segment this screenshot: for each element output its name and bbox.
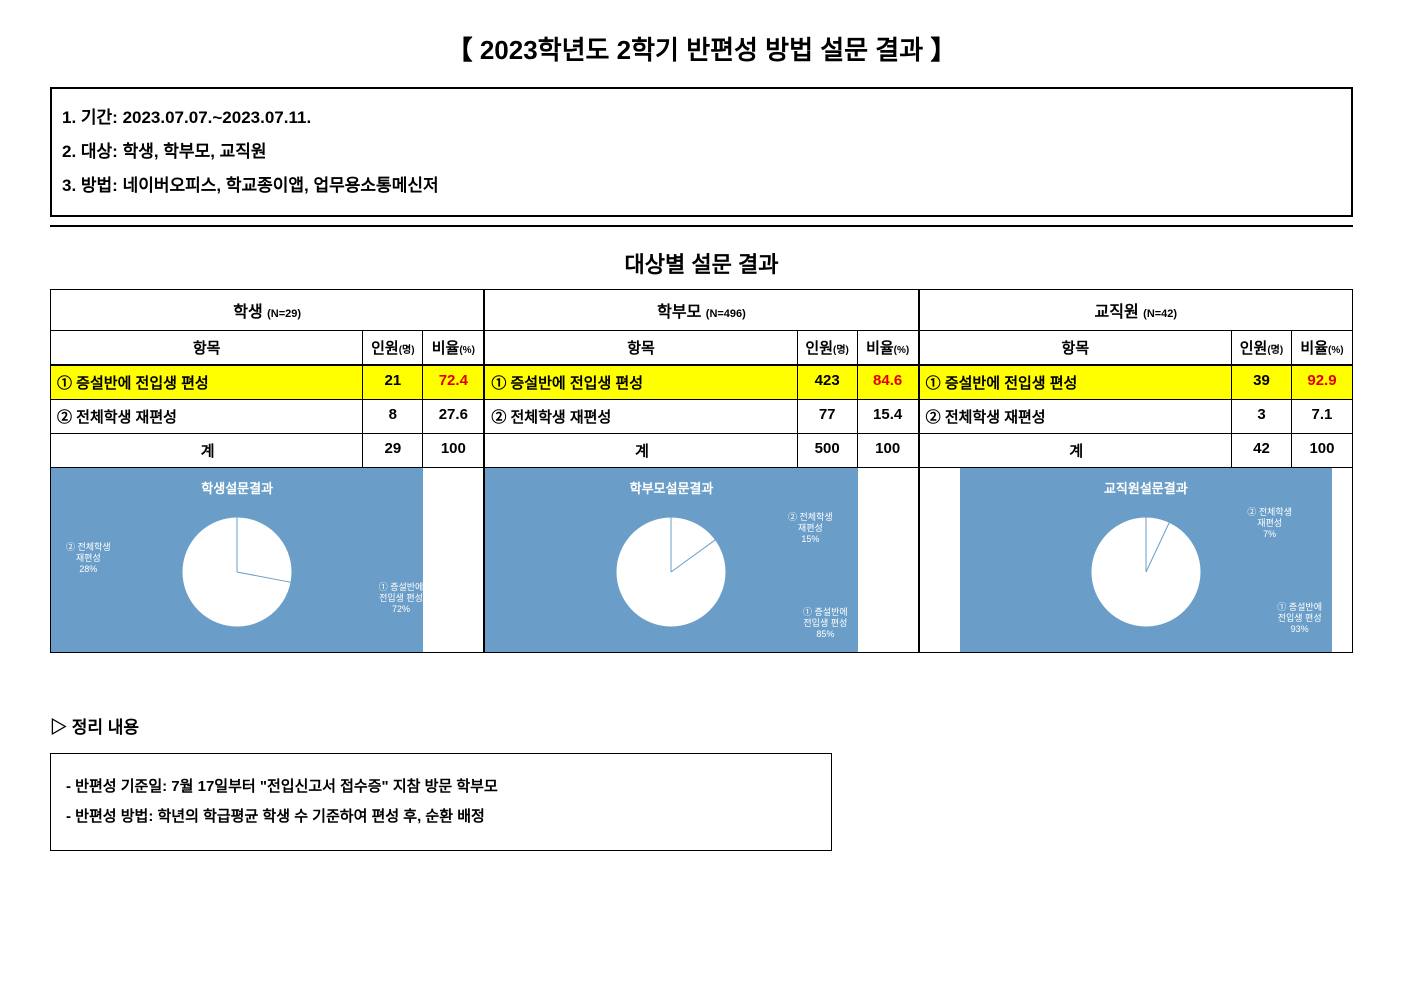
group-sample: (N=29) — [267, 308, 301, 320]
table-row: ② 전체학생 재편성 3 7.1 — [920, 400, 1352, 434]
row-count: 42 — [1232, 434, 1292, 467]
row-count: 500 — [798, 434, 858, 467]
pie-label-1: ① 증설반에전입생 편성85% — [803, 607, 848, 639]
header-item: 항목 — [51, 331, 363, 364]
info-method: 3. 방법: 네이버오피스, 학교종이앱, 업무용소통메신저 — [62, 169, 1341, 203]
section-title: 대상별 설문 결과 — [50, 247, 1353, 279]
group-name: 학부모 — [657, 304, 701, 321]
header-item: 항목 — [920, 331, 1232, 364]
row-pct: 84.6 — [858, 366, 918, 399]
group-column: 학생 (N=29) 항목 인원(명) 비율(%) ① 증설반에 전입생 편성 2… — [50, 289, 484, 653]
row-label: ① 증설반에 전입생 편성 — [920, 366, 1232, 399]
row-label: 계 — [485, 434, 797, 467]
group-sample: (N=42) — [1143, 308, 1177, 320]
row-pct: 7.1 — [1292, 400, 1352, 433]
pie-chart — [172, 507, 302, 637]
row-count: 423 — [798, 366, 858, 399]
chart-cell: 교직원설문결과 ① 증설반에전입생 편성93% ② 전체학생재편성7% — [920, 468, 1352, 652]
page-title: 【 2023학년도 2학기 반편성 방법 설문 결과 】 — [50, 30, 1353, 67]
header-count: 인원(명) — [363, 331, 423, 364]
table-row: ① 증설반에 전입생 편성 39 92.9 — [920, 366, 1352, 400]
subheader-row: 항목 인원(명) 비율(%) — [920, 331, 1352, 366]
divider — [50, 225, 1353, 227]
row-count: 8 — [363, 400, 423, 433]
info-target: 2. 대상: 학생, 학부모, 교직원 — [62, 135, 1341, 169]
table-row: ② 전체학생 재편성 8 27.6 — [51, 400, 483, 434]
group-header: 학부모 (N=496) — [485, 290, 917, 331]
pie-chart — [606, 507, 736, 637]
pie-wrap: ① 증설반에전입생 편성93% ② 전체학생재편성7% — [965, 507, 1327, 637]
row-label: ① 증설반에 전입생 편성 — [485, 366, 797, 399]
table-row-total: 계 500 100 — [485, 434, 917, 468]
pie-label-2: ② 전체학생재편성28% — [66, 542, 111, 574]
table-row: ① 증설반에 전입생 편성 21 72.4 — [51, 366, 483, 400]
header-count: 인원(명) — [798, 331, 858, 364]
subheader-row: 항목 인원(명) 비율(%) — [485, 331, 917, 366]
info-box: 1. 기간: 2023.07.07.~2023.07.11. 2. 대상: 학생… — [50, 87, 1353, 217]
row-label: ② 전체학생 재편성 — [51, 400, 363, 433]
row-pct: 92.9 — [1292, 366, 1352, 399]
row-pct: 15.4 — [858, 400, 918, 433]
header-pct: 비율(%) — [1292, 331, 1352, 364]
row-count: 3 — [1232, 400, 1292, 433]
group-name: 학생 — [233, 304, 262, 321]
header-item: 항목 — [485, 331, 797, 364]
chart-box: 학부모설문결과 ① 증설반에전입생 편성85% ② 전체학생재편성15% — [485, 468, 857, 652]
summary-box: - 반편성 기준일: 7월 17일부터 "전입신고서 접수증" 지참 방문 학부… — [50, 753, 832, 851]
chart-box: 교직원설문결과 ① 증설반에전입생 편성93% ② 전체학생재편성7% — [960, 468, 1332, 652]
table-row: ① 증설반에 전입생 편성 423 84.6 — [485, 366, 917, 400]
table-row-total: 계 42 100 — [920, 434, 1352, 468]
row-count: 77 — [798, 400, 858, 433]
chart-box: 학생설문결과 ① 증설반에전입생 편성72% ② 전체학생재편성28% — [51, 468, 423, 652]
group-sample: (N=496) — [706, 308, 746, 320]
subheader-row: 항목 인원(명) 비율(%) — [51, 331, 483, 366]
row-count: 39 — [1232, 366, 1292, 399]
pie-wrap: ① 증설반에전입생 편성72% ② 전체학생재편성28% — [56, 507, 418, 637]
row-pct: 72.4 — [423, 366, 483, 399]
header-pct: 비율(%) — [423, 331, 483, 364]
chart-title: 학부모설문결과 — [490, 478, 852, 497]
group-column: 교직원 (N=42) 항목 인원(명) 비율(%) ① 증설반에 전입생 편성 … — [919, 289, 1353, 653]
pie-label-2: ② 전체학생재편성7% — [1247, 507, 1292, 539]
row-pct: 100 — [858, 434, 918, 467]
row-count: 21 — [363, 366, 423, 399]
group-name: 교직원 — [1095, 304, 1139, 321]
chart-title: 교직원설문결과 — [965, 478, 1327, 497]
group-header: 교직원 (N=42) — [920, 290, 1352, 331]
chart-title: 학생설문결과 — [56, 478, 418, 497]
table-row-total: 계 29 100 — [51, 434, 483, 468]
pie-chart — [1081, 507, 1211, 637]
row-label: 계 — [920, 434, 1232, 467]
summary-line-1: - 반편성 기준일: 7월 17일부터 "전입신고서 접수증" 지참 방문 학부… — [66, 772, 816, 802]
info-period: 1. 기간: 2023.07.07.~2023.07.11. — [62, 101, 1341, 135]
header-count: 인원(명) — [1232, 331, 1292, 364]
header-pct: 비율(%) — [858, 331, 918, 364]
summary-heading: ▷ 정리 내용 — [50, 713, 1353, 738]
row-label: ② 전체학생 재편성 — [920, 400, 1232, 433]
chart-cell: 학생설문결과 ① 증설반에전입생 편성72% ② 전체학생재편성28% — [51, 468, 483, 652]
chart-cell: 학부모설문결과 ① 증설반에전입생 편성85% ② 전체학생재편성15% — [485, 468, 917, 652]
pie-label-1: ① 증설반에전입생 편성93% — [1277, 602, 1322, 634]
table-row: ② 전체학생 재편성 77 15.4 — [485, 400, 917, 434]
pie-wrap: ① 증설반에전입생 편성85% ② 전체학생재편성15% — [490, 507, 852, 637]
summary-line-2: - 반편성 방법: 학년의 학급평균 학생 수 기준하여 편성 후, 순환 배정 — [66, 802, 816, 832]
pie-label-2: ② 전체학생재편성15% — [788, 512, 833, 544]
group-header: 학생 (N=29) — [51, 290, 483, 331]
row-pct: 100 — [1292, 434, 1352, 467]
row-label: ① 증설반에 전입생 편성 — [51, 366, 363, 399]
row-pct: 100 — [423, 434, 483, 467]
group-column: 학부모 (N=496) 항목 인원(명) 비율(%) ① 증설반에 전입생 편성… — [484, 289, 918, 653]
pie-label-1: ① 증설반에전입생 편성72% — [379, 582, 424, 614]
result-grid: 학생 (N=29) 항목 인원(명) 비율(%) ① 증설반에 전입생 편성 2… — [50, 289, 1353, 653]
row-pct: 27.6 — [423, 400, 483, 433]
row-label: 계 — [51, 434, 363, 467]
row-count: 29 — [363, 434, 423, 467]
row-label: ② 전체학생 재편성 — [485, 400, 797, 433]
